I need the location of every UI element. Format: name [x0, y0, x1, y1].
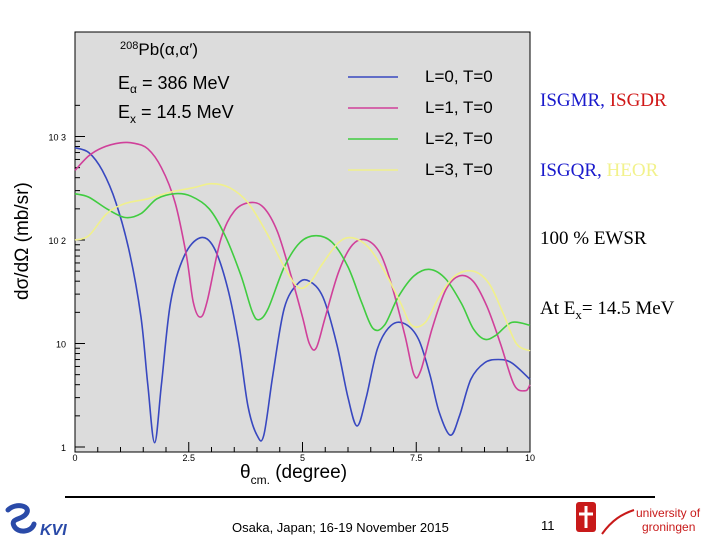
series-line-1 — [74, 141, 531, 392]
x-tick-label: 5 — [300, 453, 305, 463]
series-line-2 — [74, 192, 531, 341]
note-isgqr-heor: ISGQR, HEOR — [540, 160, 658, 182]
series-line-3 — [74, 182, 531, 352]
legend-label: L=0, T=0 — [425, 67, 493, 86]
y-axis-label: dσ/dΩ (mb/sr) — [12, 182, 33, 300]
note-energy-prefix: At E — [540, 298, 576, 319]
y-tick-label: 1 — [61, 443, 66, 453]
energy-annotation: Eα = 386 MeV — [118, 73, 230, 96]
university-logo: university of groningen — [576, 502, 701, 535]
legend-label: L=3, T=0 — [425, 160, 493, 179]
y-tick-label: 10 2 — [48, 236, 66, 246]
note-heor: HEOR — [606, 160, 659, 181]
uni-line2: groningen — [642, 520, 695, 534]
legend-label: L=2, T=0 — [425, 129, 493, 148]
kvi-text: KVI — [40, 522, 67, 539]
plot-area — [74, 31, 531, 453]
note-isgmr: ISGMR, — [540, 90, 605, 111]
page-number: 11 — [541, 518, 555, 533]
y-tick-label: 10 3 — [48, 133, 66, 143]
note-energy-suffix: = 14.5 MeV — [581, 298, 675, 319]
note-energy: At Ex= 14.5 MeV — [540, 298, 674, 323]
footer-divider — [65, 496, 655, 498]
note-energy-sub: x — [575, 306, 582, 322]
swoosh-icon — [601, 509, 635, 535]
legend-label: L=1, T=0 — [425, 98, 493, 117]
series-line-0 — [74, 146, 531, 444]
y-tick-label: 10 — [56, 340, 66, 350]
curves — [74, 141, 531, 444]
note-isgdr: ISGDR — [609, 90, 667, 111]
tick-labels: 1 10 10 2 10 3 0 2.5 5 7.5 10 — [48, 133, 535, 464]
x-tick-label: 10 — [525, 453, 535, 463]
chart-title: 208Pb(α,α′) — [120, 40, 198, 59]
x-tick-label: 7.5 — [410, 453, 423, 463]
axis-ticks — [74, 104, 531, 452]
note-isgqr: ISGQR, — [540, 160, 602, 181]
x-tick-label: 2.5 — [182, 453, 195, 463]
x-axis-label: θcm. (degree) — [240, 462, 347, 487]
legend: L=0, T=0 L=1, T=0 L=2, T=0 L=3, T=0 — [348, 67, 493, 179]
note-isgmr-isgdr: ISGMR, ISGDR — [540, 90, 667, 112]
x-tick-label: 0 — [72, 453, 77, 463]
kvi-logo: KVI — [5, 503, 67, 539]
uni-line1: university of — [636, 506, 701, 520]
note-ewsr: 100 % EWSR — [540, 228, 647, 249]
kvi-swirl-icon — [5, 503, 37, 534]
footer-text: Osaka, Japan; 16-19 November 2015 — [232, 520, 449, 535]
